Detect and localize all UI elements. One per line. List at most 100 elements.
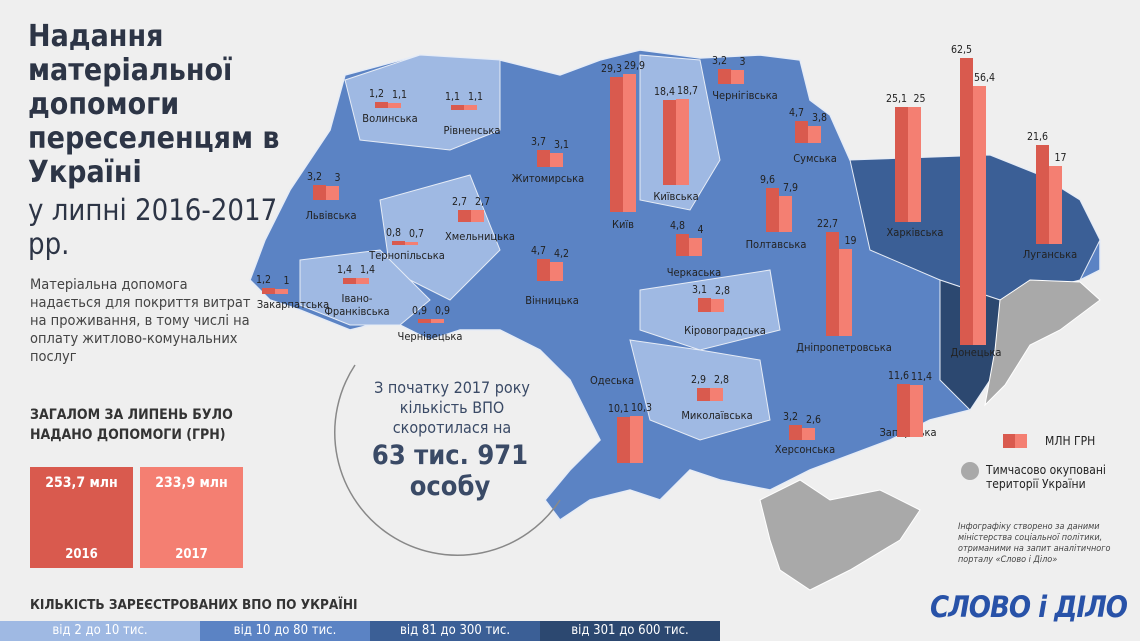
value-label: 18,4 [653,86,676,99]
value-label: 2,8 [714,285,731,298]
bar [676,233,689,256]
total-label: 233,9 млн [155,475,228,491]
bar [808,125,821,143]
region-name: Миколаївська [681,409,753,422]
bar [663,100,676,185]
value-label: 18,7 [676,84,699,97]
occupied-crimea [759,479,921,591]
bar [550,152,563,167]
bar [356,277,369,284]
value-label: 4 [697,223,704,236]
region-name: Рівненська [443,124,501,137]
bar [910,384,923,437]
scale-title: КІЛЬКІСТЬ ЗАРЕЄСТРОВАНИХ ВПО ПО УКРАЇНІ [30,597,358,613]
value-label: 1,1 [467,90,484,103]
bar [537,149,550,167]
subtitle: у липні 2016-2017 рр. [28,193,278,261]
bar [418,318,431,323]
value-label: 25 [913,93,926,105]
title: Надання матеріальної допомоги переселенц… [28,19,280,190]
bar [326,186,339,200]
bar [895,106,908,222]
value-label: 29,9 [623,60,646,73]
scale-item: від 81 до 300 тис. [370,621,540,641]
value-label: 21,6 [1026,130,1049,143]
region-name: Київ [611,218,635,231]
legend-occupied-icon [961,462,979,480]
value-label: 56,4 [973,71,996,84]
bar [689,237,702,256]
bar [623,74,636,212]
scale-item: від 10 до 80 тис. [200,621,370,641]
bar [711,299,724,312]
region-name: Чернігівська [712,89,778,102]
region-light [299,249,431,326]
region-name: Полтавська [745,238,807,251]
bar [697,387,710,401]
bar [718,69,731,84]
legend-bars: МЛН ГРН [1045,434,1096,448]
region-name: Івано-Франківська [324,292,390,318]
note-highlight: 63 тис. 971 особу [371,440,529,502]
bar [471,209,484,222]
region-name: Волинська [362,112,418,125]
region-name: Луганська [1022,248,1078,261]
bar [802,428,815,440]
note: З початку 2017 року кількість ВПО скорот… [374,378,530,437]
region-name: Одеська [589,374,635,387]
value-label: 2,8 [713,374,730,387]
value-label: 19 [844,234,857,247]
value-label: 10,3 [630,401,653,414]
bar [275,289,288,294]
value-label: 25,1 [885,92,908,105]
bar [698,297,711,312]
value-label: 3,2 [782,411,799,424]
value-label: 62,5 [950,43,973,56]
bar [343,277,356,284]
bar [262,288,275,294]
value-label: 3,8 [811,111,828,124]
region-name: Дніпропетровська [796,341,892,354]
occupied-east [984,279,1101,407]
bar [405,241,418,245]
value-label: 4,7 [788,107,805,120]
bar [458,209,471,222]
value-label: 2,7 [474,195,491,208]
bar [960,57,973,345]
value-label: 1,1 [391,88,408,101]
legend-icon [1003,434,1015,448]
bar [826,231,839,336]
value-label: 3,2 [306,171,323,184]
value-label: 3,7 [530,135,547,148]
bar [375,102,388,108]
bar [789,425,802,440]
region-name: Житомирська [511,172,585,185]
region-name: Львівська [305,209,357,222]
description: Матеріальна допомога надається для покри… [30,277,251,365]
value-label: 7,9 [782,181,799,194]
bar [630,415,643,463]
value-label: 1,2 [368,88,385,101]
bar [676,98,689,185]
value-label: 2,6 [805,414,822,427]
value-label: 3 [334,172,341,185]
region-name: Донецька [950,346,1002,359]
scale-item: від 301 до 600 тис. [540,621,720,641]
note-arc [334,364,561,556]
bar [610,77,623,212]
region-name: Херсонська [774,443,836,456]
value-label: 4,2 [553,247,570,260]
value-label: 2,7 [451,195,468,208]
legend-occupied: Тимчасово окуповані території України [986,463,1106,491]
region-light [344,54,501,151]
value-label: 3,1 [553,138,570,151]
total-label: 253,7 млн [45,475,118,491]
value-label: 11,4 [910,370,933,383]
value-label: 3,1 [691,283,708,296]
bar [731,70,744,84]
bar [392,241,405,245]
value-label: 4,8 [669,219,686,232]
total-year: 2017 [175,547,208,562]
region-name: Вінницька [525,294,579,307]
